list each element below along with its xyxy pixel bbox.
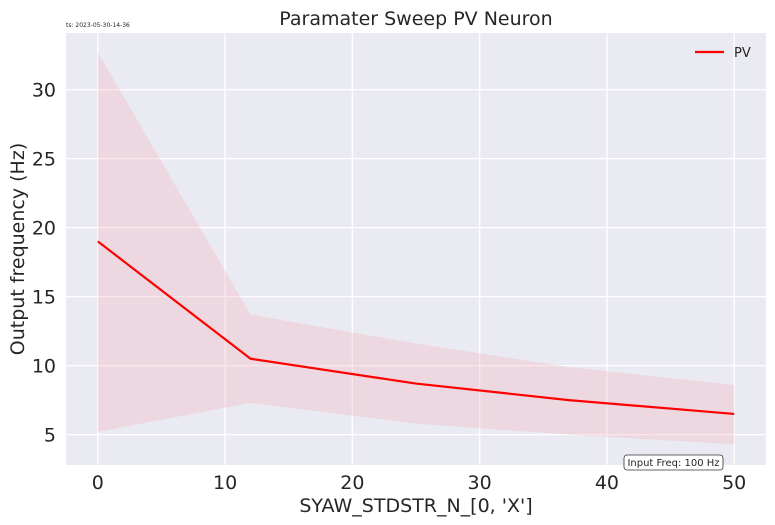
chart-title: Paramater Sweep PV Neuron [279, 8, 552, 30]
y-tick-label: 25 [32, 149, 56, 171]
x-axis-label: SYAW_STDSTR_N_[0, 'X'] [299, 495, 532, 517]
input-freq-annotation: Input Freq: 100 Hz [623, 454, 724, 471]
y-tick-label: 10 [32, 356, 56, 378]
annotation-box [623, 454, 724, 471]
legend: PV [695, 46, 751, 61]
x-tick-label: 30 [468, 472, 492, 494]
y-tick-label: 30 [32, 80, 56, 102]
y-axis-label: Output frequency (Hz) [7, 143, 29, 355]
y-tick-label: 5 [44, 425, 56, 447]
confidence-band-pv [97, 52, 735, 445]
y-tick-label: 15 [32, 287, 56, 309]
x-tick-label: 20 [340, 472, 364, 494]
annotation-text: Input Freq: 100 Hz [627, 458, 719, 469]
timestamp-label: ts: 2023-05-30-14-36 [66, 22, 130, 29]
series-line-pv [97, 240, 735, 416]
plot-area [66, 33, 766, 465]
y-tick-label: 20 [32, 218, 56, 240]
y-tick-labels: 5 10 15 20 25 30 [32, 80, 56, 447]
legend-label-pv: PV [734, 46, 751, 61]
x-tick-label: 40 [595, 472, 619, 494]
x-tick-label: 10 [213, 472, 237, 494]
grid-lines [66, 33, 766, 465]
x-tick-label: 0 [92, 472, 104, 494]
confidence-bands [97, 52, 735, 445]
series-lines [97, 240, 735, 416]
x-tick-labels: 0 10 20 30 40 50 [92, 472, 747, 494]
x-tick-label: 50 [722, 472, 746, 494]
